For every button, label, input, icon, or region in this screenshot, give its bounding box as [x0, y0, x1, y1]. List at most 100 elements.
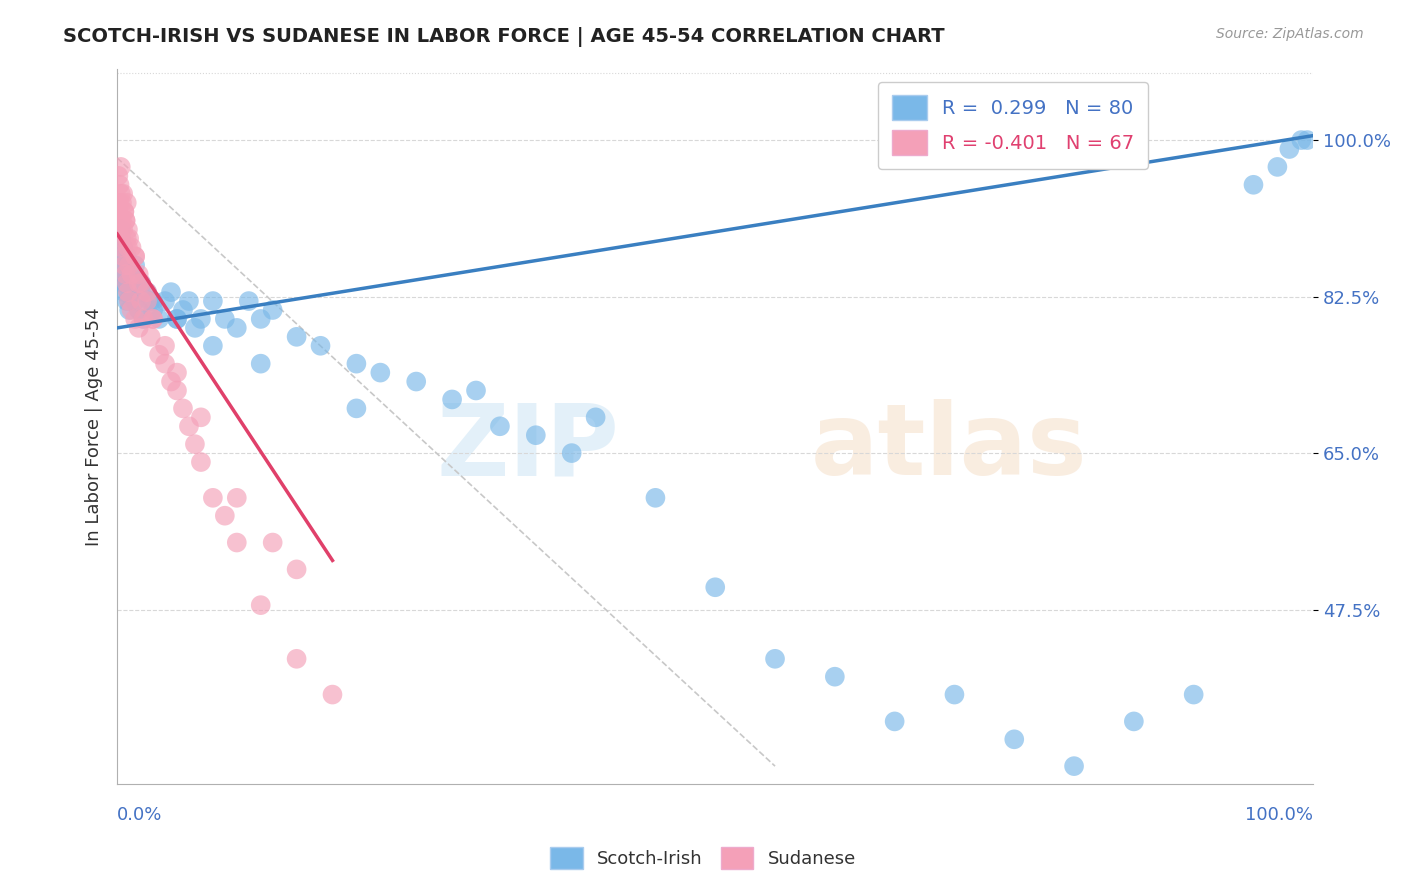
- Point: [115, 267, 138, 281]
- Point: [344, 401, 367, 416]
- Point: [285, 330, 308, 344]
- Point: [117, 285, 139, 299]
- Point: [142, 312, 165, 326]
- Point: [344, 357, 367, 371]
- Point: [943, 688, 966, 702]
- Point: [114, 213, 136, 227]
- Text: ZIP: ZIP: [437, 400, 620, 496]
- Point: [124, 312, 146, 326]
- Point: [108, 258, 131, 272]
- Point: [704, 580, 727, 594]
- Text: 100.0%: 100.0%: [1246, 806, 1313, 824]
- Point: [132, 312, 155, 326]
- Point: [214, 312, 236, 326]
- Point: [184, 437, 207, 451]
- Point: [128, 267, 150, 281]
- Point: [1122, 714, 1144, 729]
- Point: [1278, 142, 1301, 156]
- Point: [121, 267, 143, 281]
- Point: [110, 160, 132, 174]
- Point: [121, 240, 143, 254]
- Point: [370, 366, 392, 380]
- Point: [121, 276, 143, 290]
- Point: [107, 222, 129, 236]
- Point: [489, 419, 512, 434]
- Point: [763, 652, 786, 666]
- Point: [112, 285, 135, 299]
- Point: [114, 258, 136, 272]
- Point: [112, 240, 135, 254]
- Point: [107, 204, 129, 219]
- Point: [142, 303, 165, 318]
- Point: [153, 294, 176, 309]
- Text: atlas: atlas: [811, 400, 1088, 496]
- Legend: R =  0.299   N = 80, R = -0.401   N = 67: R = 0.299 N = 80, R = -0.401 N = 67: [879, 82, 1149, 169]
- Point: [190, 312, 212, 326]
- Point: [129, 276, 152, 290]
- Point: [118, 258, 141, 272]
- Point: [124, 249, 146, 263]
- Point: [153, 357, 176, 371]
- Point: [465, 384, 488, 398]
- Point: [112, 258, 135, 272]
- Point: [824, 670, 846, 684]
- Point: [128, 276, 150, 290]
- Point: [262, 303, 284, 318]
- Point: [132, 312, 155, 326]
- Point: [115, 276, 138, 290]
- Point: [139, 294, 162, 309]
- Point: [190, 410, 212, 425]
- Point: [177, 294, 200, 309]
- Point: [128, 303, 150, 318]
- Point: [112, 204, 135, 219]
- Point: [644, 491, 666, 505]
- Point: [124, 258, 146, 272]
- Point: [249, 357, 271, 371]
- Point: [111, 240, 134, 254]
- Point: [262, 535, 284, 549]
- Point: [166, 312, 188, 326]
- Point: [166, 312, 188, 326]
- Point: [166, 384, 188, 398]
- Point: [112, 276, 135, 290]
- Point: [249, 598, 271, 612]
- Point: [225, 491, 247, 505]
- Point: [115, 294, 138, 309]
- Point: [129, 294, 152, 309]
- Point: [214, 508, 236, 523]
- Point: [114, 213, 136, 227]
- Point: [114, 267, 136, 281]
- Point: [117, 276, 139, 290]
- Point: [249, 312, 271, 326]
- Point: [1063, 759, 1085, 773]
- Point: [108, 178, 131, 192]
- Point: [111, 195, 134, 210]
- Point: [184, 321, 207, 335]
- Point: [201, 339, 224, 353]
- Point: [136, 294, 159, 309]
- Point: [110, 186, 132, 201]
- Point: [139, 330, 162, 344]
- Text: Source: ZipAtlas.com: Source: ZipAtlas.com: [1216, 27, 1364, 41]
- Point: [1296, 133, 1319, 147]
- Point: [1182, 688, 1205, 702]
- Point: [121, 285, 143, 299]
- Point: [110, 231, 132, 245]
- Point: [121, 267, 143, 281]
- Point: [112, 249, 135, 263]
- Point: [177, 419, 200, 434]
- Point: [111, 213, 134, 227]
- Point: [136, 285, 159, 299]
- Point: [524, 428, 547, 442]
- Y-axis label: In Labor Force | Age 45-54: In Labor Force | Age 45-54: [86, 307, 103, 546]
- Point: [225, 321, 247, 335]
- Point: [118, 294, 141, 309]
- Point: [405, 375, 427, 389]
- Point: [148, 312, 170, 326]
- Point: [112, 186, 135, 201]
- Point: [153, 339, 176, 353]
- Point: [114, 276, 136, 290]
- Point: [121, 303, 143, 318]
- Point: [142, 312, 165, 326]
- Point: [172, 303, 194, 318]
